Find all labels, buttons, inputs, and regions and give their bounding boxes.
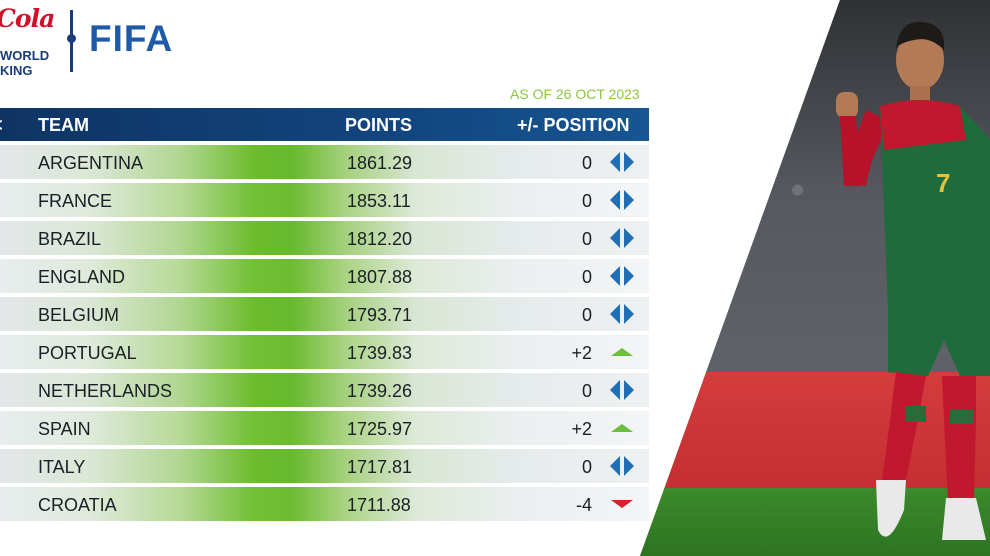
- table-row: NETHERLANDS 1739.26 0: [0, 373, 649, 407]
- logo-divider: [67, 10, 76, 72]
- position-change: 0: [581, 229, 592, 249]
- team-name: ARGENTINA: [38, 153, 144, 173]
- no-change-icon: [609, 152, 635, 172]
- header-points: POINTS: [345, 115, 413, 135]
- no-change-icon: [609, 456, 635, 476]
- table-row: ITALY 1717.81 0: [0, 449, 649, 483]
- table-row: ARGENTINA 1861.29 0: [0, 145, 649, 179]
- team-name: ITALY: [38, 457, 86, 477]
- team-name: BRAZIL: [38, 229, 102, 249]
- sponsor-line2: KING: [0, 63, 33, 78]
- team-points: 1711.88: [347, 495, 411, 515]
- position-change: 0: [581, 381, 592, 401]
- player-photo: 7: [640, 0, 990, 556]
- up-arrow-icon: [609, 418, 635, 438]
- team-name: SPAIN: [38, 419, 91, 439]
- sponsor-logo: Cola WORLD KING: [0, 4, 62, 78]
- header-mark: <: [0, 115, 3, 136]
- team-points: 1793.71: [347, 305, 413, 325]
- team-name: FRANCE: [38, 191, 113, 211]
- as-of-date: AS OF 26 OCT 2023: [510, 86, 640, 102]
- team-name: ENGLAND: [38, 267, 126, 287]
- team-points: 1853.11: [347, 191, 411, 211]
- sponsor-line1: WORLD: [0, 48, 50, 63]
- position-change: -4: [575, 495, 592, 515]
- position-change: +2: [571, 343, 592, 363]
- team-points: 1717.81: [347, 457, 413, 477]
- table-row: FRANCE 1853.11 0: [0, 183, 649, 217]
- player-figure: 7: [836, 21, 990, 540]
- jersey-number: 7: [936, 168, 950, 198]
- table-header: < TEAM POINTS +/- POSITION: [0, 108, 649, 141]
- position-change: 0: [581, 191, 592, 211]
- table-row: BELGIUM 1793.71 0: [0, 297, 649, 331]
- table-body: ARGENTINA 1861.29 0 FRANCE 1853.11 0 BRAZIL 181…: [0, 145, 649, 521]
- position-change: 0: [581, 457, 592, 477]
- table-row: PORTUGAL 1739.83 +2: [0, 335, 649, 369]
- table-row: ENGLAND 1807.88 0: [0, 259, 649, 293]
- table-row: CROATIA 1711.88 -4: [0, 487, 649, 521]
- team-name: BELGIUM: [38, 305, 120, 325]
- position-change: 0: [581, 267, 592, 287]
- position-change: 0: [581, 153, 592, 173]
- team-points: 1739.83: [347, 343, 413, 363]
- header-position: +/- POSITION: [517, 115, 630, 135]
- pitch: [640, 488, 990, 556]
- no-change-icon: [609, 228, 635, 248]
- no-change-icon: [609, 304, 635, 324]
- team-name: NETHERLANDS: [38, 381, 173, 401]
- table-row: SPAIN 1725.97 +2: [0, 411, 649, 445]
- team-points: 1807.88: [347, 267, 413, 287]
- position-change: 0: [581, 305, 592, 325]
- table-row: BRAZIL 1812.20 0: [0, 221, 649, 255]
- no-change-icon: [609, 380, 635, 400]
- ranking-table: < TEAM POINTS +/- POSITION ARGENTINA 1861…: [0, 108, 649, 521]
- team-name: PORTUGAL: [38, 343, 137, 363]
- sponsor-script: Cola: [0, 4, 55, 33]
- up-arrow-icon: [609, 342, 635, 362]
- no-change-icon: [609, 190, 635, 210]
- team-points: 1861.29: [347, 153, 413, 173]
- team-points: 1812.20: [347, 229, 413, 249]
- team-points: 1725.97: [347, 419, 413, 439]
- team-name: CROATIA: [38, 495, 117, 515]
- header-team: TEAM: [38, 115, 89, 135]
- position-change: +2: [571, 419, 592, 439]
- team-points: 1739.26: [347, 381, 413, 401]
- down-arrow-icon: [609, 494, 635, 514]
- fifa-logo: FIFA: [89, 18, 174, 59]
- no-change-icon: [609, 266, 635, 286]
